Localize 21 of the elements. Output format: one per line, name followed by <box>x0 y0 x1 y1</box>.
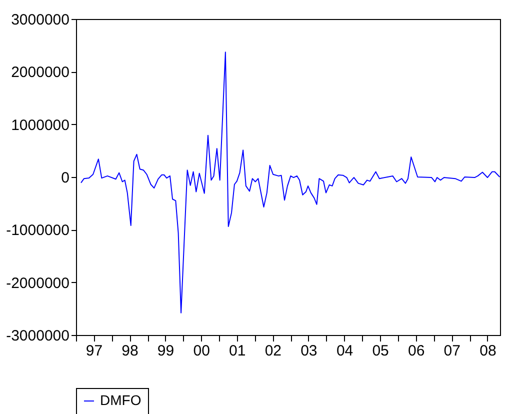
y-tick-label: 2000000 <box>11 64 70 82</box>
x-tick-label: 02 <box>264 342 282 360</box>
x-tick-label: 99 <box>157 342 174 360</box>
x-tick-label: 01 <box>229 342 246 360</box>
line-series <box>80 52 500 314</box>
x-tick-label: 08 <box>480 342 496 360</box>
y-tick-label: 0 <box>61 170 70 186</box>
x-tick-label: 00 <box>193 342 210 360</box>
y-tick-label: -1000000 <box>6 222 70 240</box>
x-tick-label: 05 <box>372 342 389 360</box>
y-tick-label: 1000000 <box>11 116 70 134</box>
x-tick-label: 03 <box>300 342 318 360</box>
y-tick-label: 3000000 <box>11 12 70 28</box>
x-tick-label: 97 <box>86 342 103 360</box>
legend-label: DMFO <box>100 392 142 408</box>
x-tick-label: 04 <box>336 342 354 360</box>
x-tick-label: 07 <box>444 342 460 360</box>
y-tick-label: -3000000 <box>6 328 70 344</box>
x-tick-label: 06 <box>408 342 425 360</box>
x-tick-label: 98 <box>122 342 138 360</box>
y-tick-label: -2000000 <box>6 274 70 292</box>
